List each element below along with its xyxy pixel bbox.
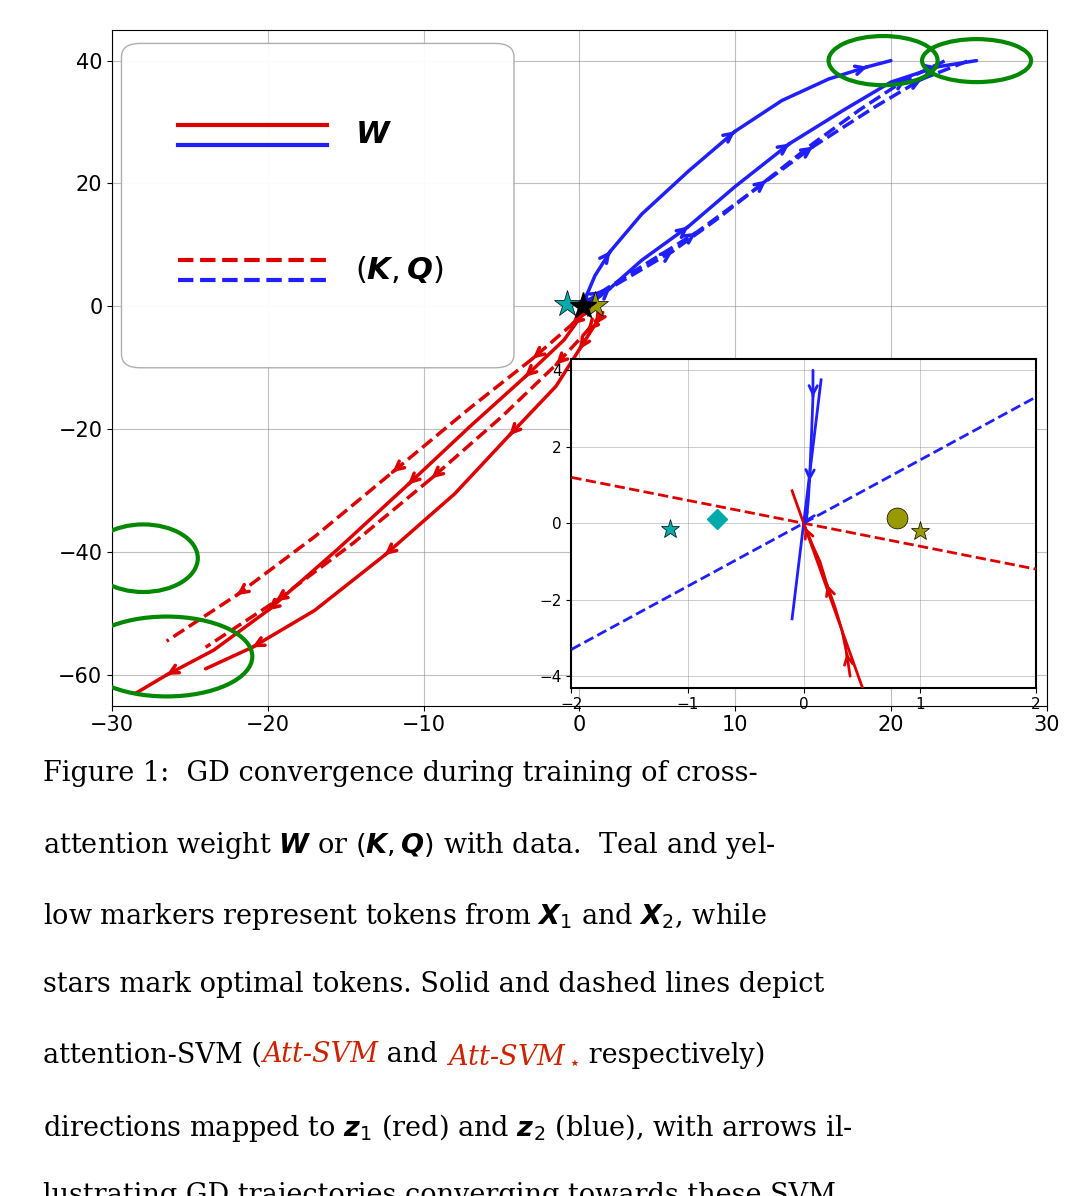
Text: low markers represent tokens from $\boldsymbol{X}_1$ and $\boldsymbol{X}_2$, whi: low markers represent tokens from $\bold…	[43, 901, 767, 932]
Text: Figure 1:  GD convergence during training of cross-: Figure 1: GD convergence during training…	[43, 759, 757, 787]
Text: directions mapped to $\boldsymbol{z}_1$ (red) and $\boldsymbol{z}_2$ (blue), wit: directions mapped to $\boldsymbol{z}_1$ …	[43, 1112, 852, 1143]
Text: $\boldsymbol{W}$: $\boldsymbol{W}$	[355, 120, 392, 150]
Text: attention-SVM (: attention-SVM (	[43, 1042, 262, 1068]
Text: Att-SVM$_\star$: Att-SVM$_\star$	[446, 1042, 580, 1068]
Text: and: and	[378, 1042, 446, 1068]
Text: stars mark optimal tokens. Solid and dashed lines depict: stars mark optimal tokens. Solid and das…	[43, 971, 824, 997]
Text: attention weight $\boldsymbol{W}$ or $(\boldsymbol{K},\boldsymbol{Q})$ with data: attention weight $\boldsymbol{W}$ or $(\…	[43, 830, 775, 861]
Text: Att-SVM: Att-SVM	[262, 1042, 378, 1068]
Text: $(\boldsymbol{K},\boldsymbol{Q})$: $(\boldsymbol{K},\boldsymbol{Q})$	[355, 255, 443, 286]
FancyBboxPatch shape	[122, 43, 514, 368]
Text: lustrating GD trajectories converging towards these SVM: lustrating GD trajectories converging to…	[43, 1183, 836, 1196]
Text: respectively): respectively)	[580, 1042, 766, 1069]
